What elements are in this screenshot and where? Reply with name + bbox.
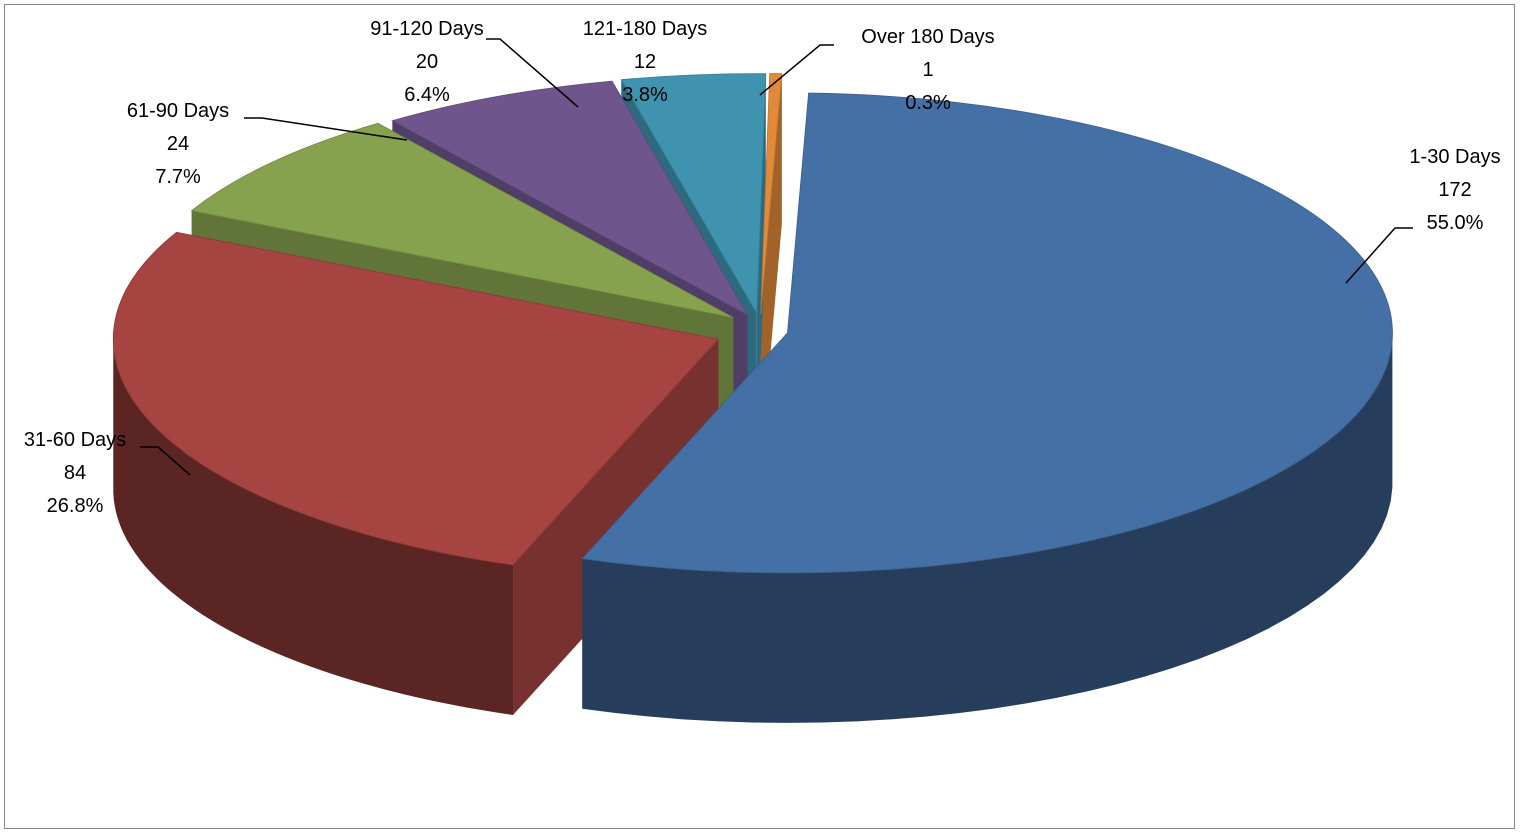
- slice-label-1-category: 1-30 Days: [1409, 146, 1500, 168]
- pie-slice-4: [391, 80, 749, 317]
- slice-label-2-value: 84: [64, 462, 86, 484]
- slice-label-4-value: 20: [416, 51, 438, 73]
- slice-label-1-value: 172: [1438, 179, 1471, 201]
- slice-rim-2: [113, 336, 514, 715]
- slice-label-4: 91-120 Days 20 6.4%: [370, 18, 483, 106]
- leader-line-3: [244, 117, 408, 141]
- slice-label-1: 1-30 Days 172 55.0%: [1409, 146, 1500, 234]
- slice-rim-1: [582, 337, 1393, 723]
- pie-slice-1: [581, 92, 1393, 574]
- pie-slice-5: [620, 73, 767, 315]
- slice-label-5: 121-180 Days 12 3.8%: [583, 18, 708, 106]
- slice-label-3-category: 61-90 Days: [127, 100, 229, 122]
- leader-line-4: [486, 38, 579, 108]
- pie-slice-3: [190, 122, 734, 318]
- slice-label-3: 61-90 Days 24 7.7%: [127, 100, 229, 188]
- slice-label-2-percent: 26.8%: [47, 495, 104, 517]
- pie-labels: 1-30 Days 172 55.0% 31-60 Days 84 26.8% 61-90 …: [24, 18, 1501, 517]
- pie-slice-6: [760, 73, 783, 314]
- leader-line-1: [1345, 227, 1413, 284]
- slice-label-1-percent: 55.0%: [1427, 212, 1484, 234]
- pie-tops: [112, 73, 1393, 574]
- slice-label-3-percent: 7.7%: [155, 166, 201, 188]
- leader-line-6: [759, 44, 834, 96]
- slice-label-3-value: 24: [167, 133, 189, 155]
- slice-label-5-category: 121-180 Days: [583, 18, 708, 40]
- slice-label-6-percent: 0.3%: [905, 92, 951, 114]
- slice-label-2: 31-60 Days 84 26.8%: [24, 429, 126, 517]
- slice-label-5-percent: 3.8%: [622, 84, 668, 106]
- slice-label-5-value: 12: [634, 51, 656, 73]
- slice-label-6: Over 180 Days 1 0.3%: [861, 26, 994, 114]
- pie-slice-2: [112, 231, 720, 566]
- slice-label-6-category: Over 180 Days: [861, 26, 994, 48]
- slice-label-4-percent: 6.4%: [404, 84, 450, 106]
- slice-label-4-category: 91-120 Days: [370, 18, 483, 40]
- leader-line-2: [140, 446, 191, 476]
- slice-label-6-value: 1: [922, 59, 933, 81]
- slice-label-2-category: 31-60 Days: [24, 429, 126, 451]
